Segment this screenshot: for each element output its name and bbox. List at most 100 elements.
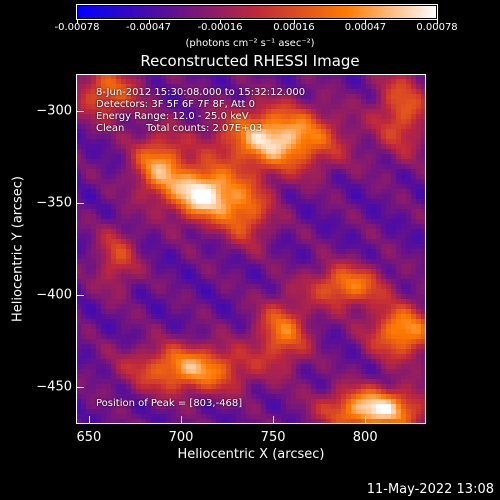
colorbar-tick-mark [148,20,150,24]
heatmap-cell [151,119,157,125]
heatmap-cell [316,129,322,135]
heatmap-cell [106,199,112,205]
heatmap-cell [361,144,367,150]
heatmap-cell [206,404,212,410]
heatmap-cell [346,84,352,90]
heatmap-cell [141,129,147,135]
heatmap-cell [381,149,387,155]
heatmap-cell [401,314,407,320]
heatmap-cell [386,134,392,140]
heatmap-cell [281,94,287,100]
heatmap-cell [161,104,167,110]
heatmap-cell [156,224,162,230]
heatmap-cell [76,89,82,95]
heatmap-cell [181,344,187,350]
heatmap-cell [351,234,357,240]
heatmap-cell [166,179,172,185]
heatmap-cell [191,109,197,115]
heatmap-cell [86,324,92,330]
heatmap-cell [191,224,197,230]
heatmap-cell [226,124,232,130]
heatmap-cell [276,124,282,130]
heatmap-cell [156,104,162,110]
heatmap-cell [186,169,192,175]
heatmap-cell [406,319,412,325]
x-tick-mark [181,416,182,424]
heatmap-cell [261,84,267,90]
heatmap-cell [411,129,417,135]
heatmap-cell [141,94,147,100]
heatmap-cell [206,154,212,160]
heatmap-cell [201,149,207,155]
heatmap-cell [296,309,302,315]
heatmap-cell [291,239,297,245]
heatmap-cell [246,384,252,390]
heatmap-cell [146,124,152,130]
heatmap-cell [276,149,282,155]
heatmap-cell [166,319,172,325]
heatmap-cell [231,134,237,140]
heatmap-cell [281,239,287,245]
heatmap-cell [286,324,292,330]
heatmap-cell [116,164,122,170]
heatmap-cell [341,229,347,235]
heatmap-cell [156,114,162,120]
heatmap-cell [171,89,177,95]
heatmap-cell [241,219,247,225]
heatmap-cell [251,289,257,295]
heatmap-cell [101,159,107,165]
heatmap-cell [301,169,307,175]
heatmap-cell [311,139,317,145]
heatmap-cell [221,184,227,190]
heatmap-cell [216,79,222,85]
heatmap-cell [306,259,312,265]
heatmap-cell [76,224,82,230]
heatmap-cell [171,174,177,180]
heatmap-cell [141,404,147,410]
heatmap-cell [226,84,232,90]
heatmap-cell [231,199,237,205]
heatmap-cell [96,119,102,125]
heatmap-cell [296,234,302,240]
heatmap-cell [351,384,357,390]
heatmap-cell [396,279,402,285]
heatmap-cell [161,214,167,220]
heatmap-cell [291,209,297,215]
heatmap-cell [201,304,207,310]
heatmap-cell [141,109,147,115]
heatmap-cell [206,194,212,200]
heatmap-cell [96,159,102,165]
heatmap-cell [306,329,312,335]
heatmap-cell [351,84,357,90]
heatmap-cell [296,179,302,185]
heatmap-cell [91,94,97,100]
heatmap-cell [271,329,277,335]
heatmap-cell [396,184,402,190]
heatmap-cell [366,184,372,190]
heatmap-cell [381,164,387,170]
heatmap-cell [121,369,127,375]
heatmap-cell [81,354,87,360]
heatmap-cell [171,199,177,205]
heatmap-cell [241,144,247,150]
heatmap-cell [101,139,107,145]
heatmap-cell [396,409,402,415]
heatmap-cell [166,119,172,125]
heatmap-cell [156,269,162,275]
heatmap-cell [366,329,372,335]
heatmap-cell [286,299,292,305]
heatmap-cell [176,84,182,90]
heatmap-cell [81,304,87,310]
heatmap-cell [131,234,137,240]
heatmap-cell [141,324,147,330]
heatmap-cell [76,194,82,200]
heatmap-cell [401,139,407,145]
heatmap-cell [286,244,292,250]
heatmap-cell [251,384,257,390]
heatmap-cell [271,264,277,270]
heatmap-cell [221,324,227,330]
heatmap-cell [161,329,167,335]
heatmap-cell [331,274,337,280]
heatmap-cell [171,234,177,240]
heatmap-cell [321,99,327,105]
